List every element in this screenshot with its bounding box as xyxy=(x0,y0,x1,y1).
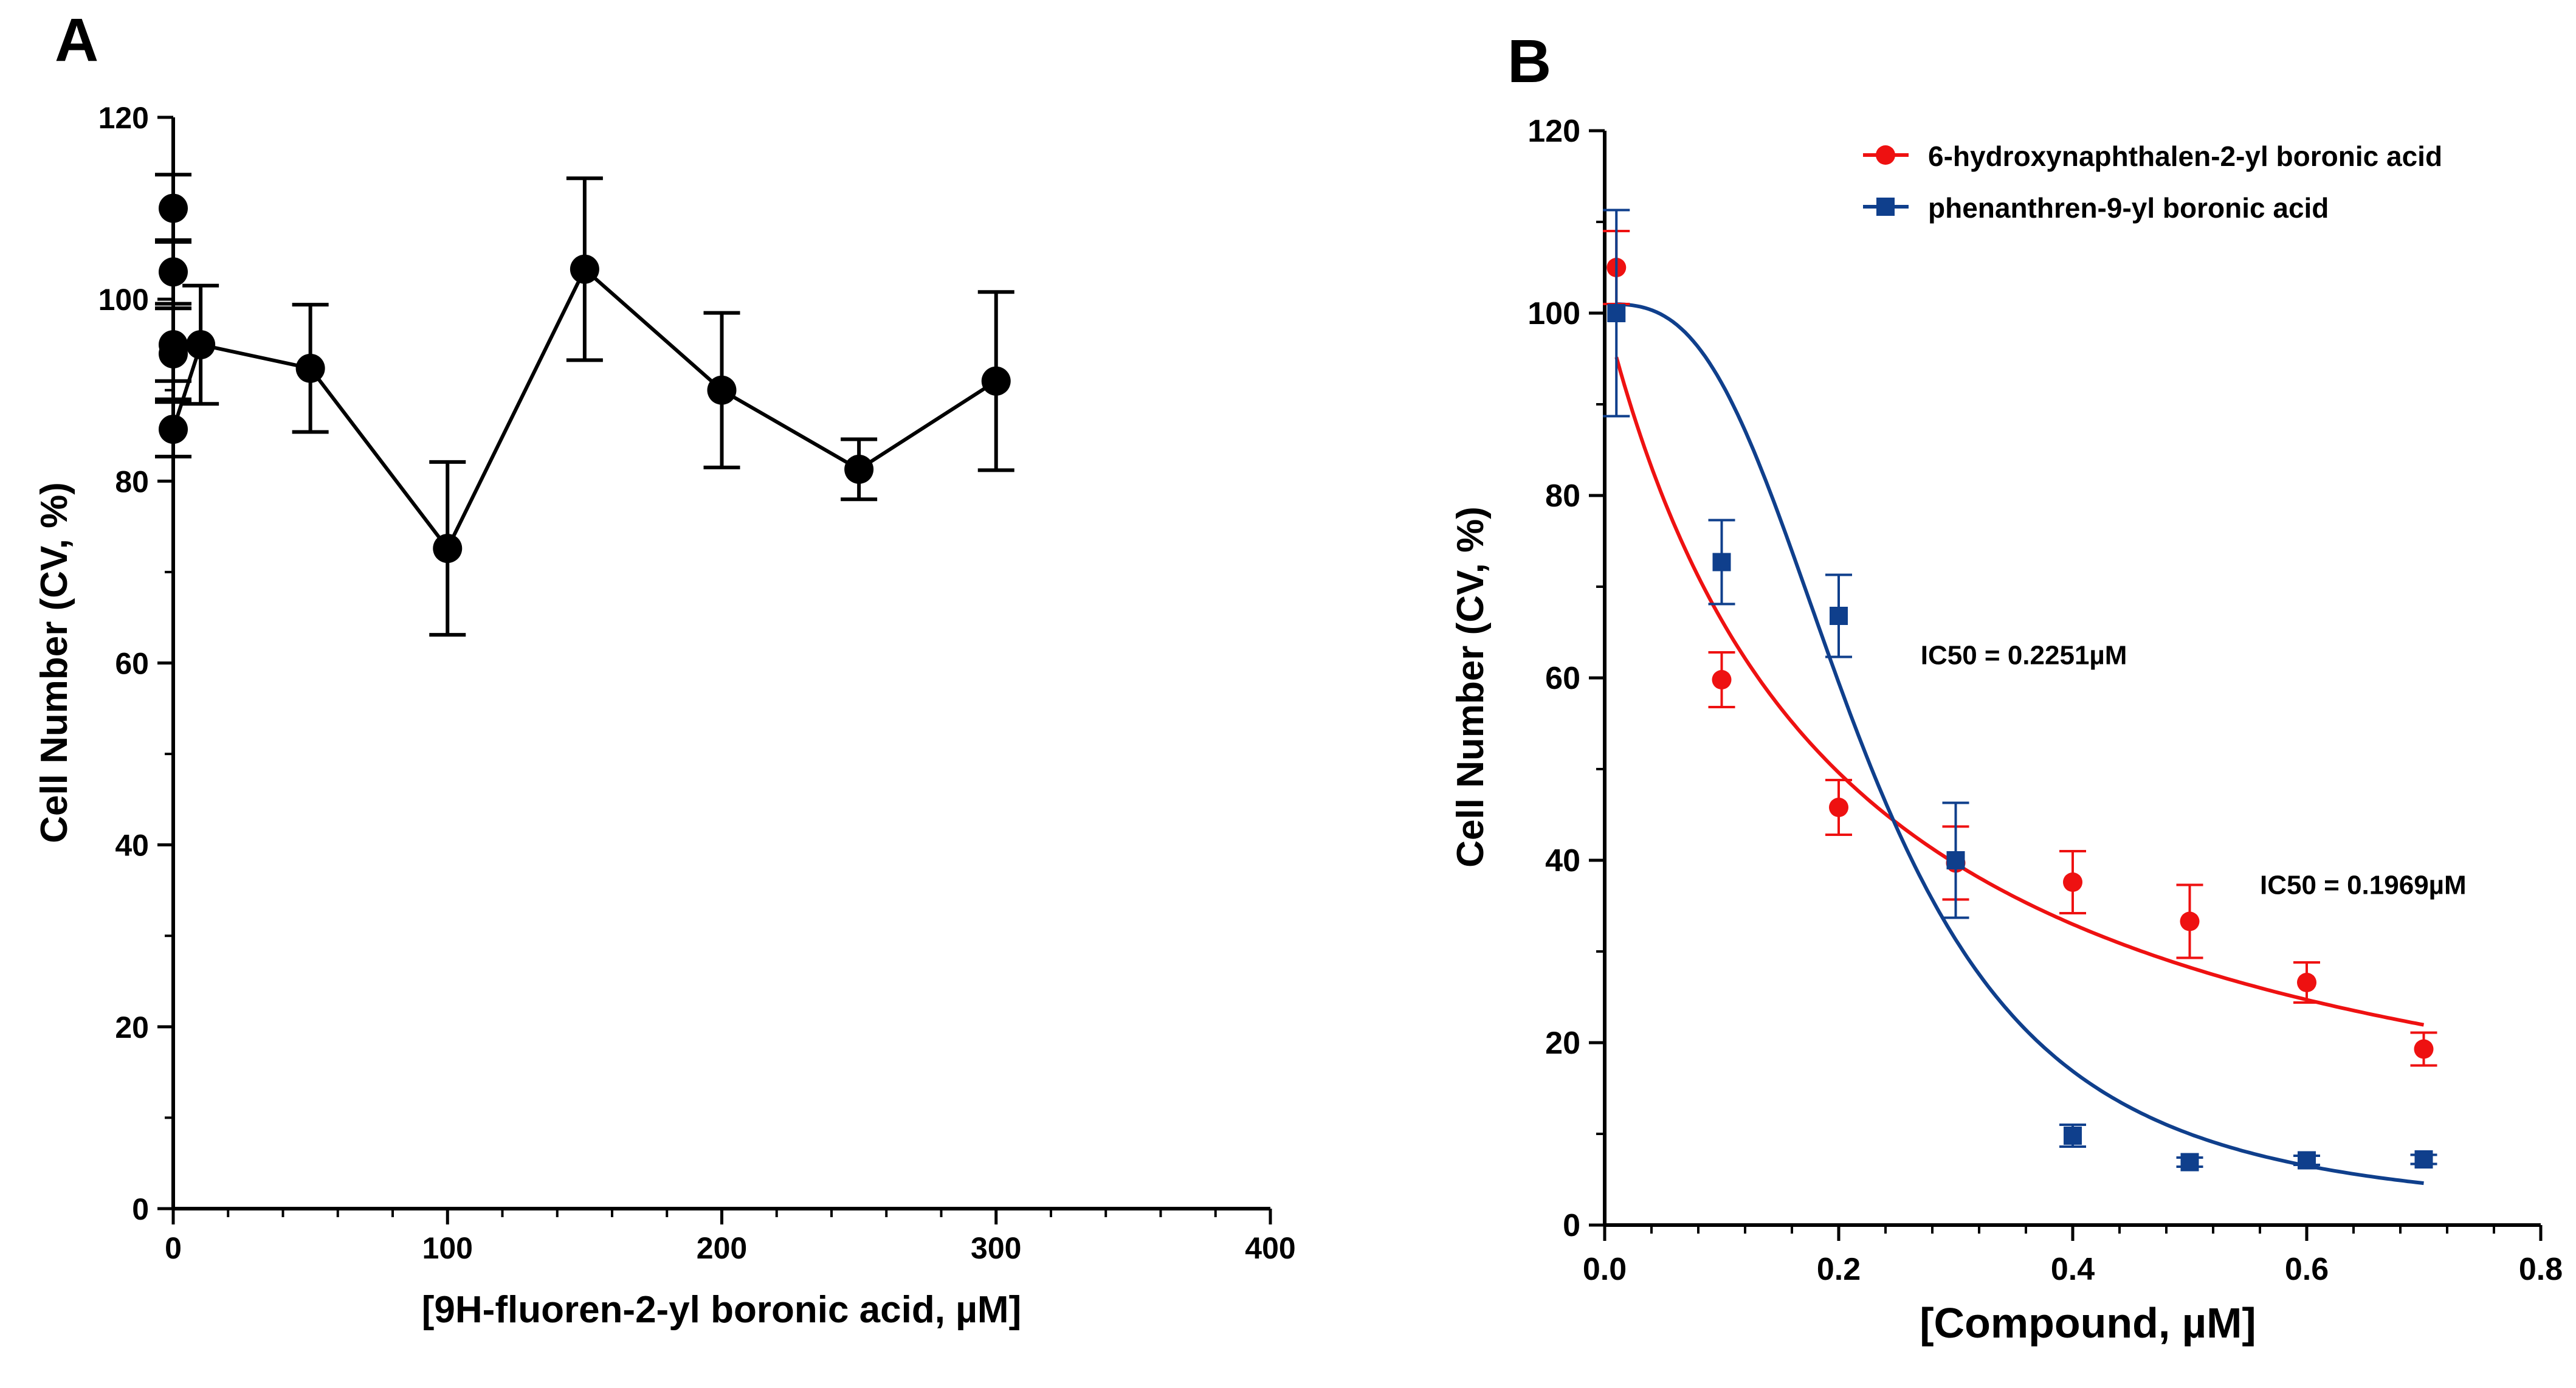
chart-a-y-tick-label: 80 xyxy=(115,464,149,499)
chart-b-x-tick-label: 0.2 xyxy=(1817,1252,1861,1287)
chart-a-x-tick-label: 100 xyxy=(422,1231,473,1265)
chart-b-annotation-ic50: IC50 = 0.2251µM xyxy=(1921,641,2127,671)
panel-a-label: A xyxy=(55,6,98,74)
chart-a-data-point xyxy=(159,257,188,287)
chart-a-data-point xyxy=(707,375,737,405)
chart-b-data-point-square xyxy=(1607,304,1626,322)
chart-a-y-tick-label: 60 xyxy=(115,647,149,681)
chart-a-x-tick-label: 200 xyxy=(697,1231,747,1265)
chart-a-data-point xyxy=(570,254,599,284)
chart-b-fit-curve-series-1 xyxy=(1614,356,2425,1027)
chart-b-data-point-square xyxy=(2414,1150,2433,1169)
legend-marker-series-2 xyxy=(1876,198,1895,216)
legend-marker-series-1 xyxy=(1876,145,1895,165)
chart-a-data-point xyxy=(981,366,1011,396)
chart-b-y-tick-label: 40 xyxy=(1545,843,1580,879)
chart-b-data-point-square xyxy=(1712,553,1731,571)
chart-b-data-point-square xyxy=(1830,607,1848,625)
chart-b-data-point xyxy=(1712,670,1732,689)
chart-a-x-tick-label: 0 xyxy=(165,1231,182,1265)
chart-a-data-point xyxy=(159,339,188,368)
chart-a-data-point xyxy=(433,534,463,564)
legend-entry-series-2: phenanthren-9-yl boronic acid xyxy=(1928,192,2329,224)
chart-b-data-point xyxy=(2297,973,2316,992)
chart-b-data-point-square xyxy=(1946,851,1965,869)
chart-a-series-line xyxy=(171,266,997,552)
chart-b-y-tick-label: 120 xyxy=(1527,114,1580,149)
chart-a-y-tick-label: 40 xyxy=(115,829,149,863)
chart-b-x-tick-label: 0.8 xyxy=(2519,1252,2563,1287)
chart-b-data-point-square xyxy=(2064,1127,2082,1145)
chart-a-data-point xyxy=(186,330,216,359)
chart-b-data-point xyxy=(2180,911,2200,931)
chart-a-data-point xyxy=(295,353,325,383)
chart-b-data-point-square xyxy=(2298,1151,2316,1170)
chart-a: 0 20 40 60 80 100 120 0 100 200 300 400 xyxy=(98,101,1296,1265)
panel-b-label: B xyxy=(1507,27,1551,95)
chart-b-x-tick-label: 0.0 xyxy=(1583,1252,1627,1287)
chart-a-y-tick-label: 100 xyxy=(98,283,149,317)
chart-a-y-tick-label: 20 xyxy=(115,1010,149,1044)
chart-b: 0 20 40 60 80 100 120 0.0 0.2 0.4 0.6 0.8 IC50 = 0.2… xyxy=(1527,114,2563,1287)
chart-a-x-tick-label: 400 xyxy=(1245,1231,1295,1265)
chart-a-y-tick-label: 0 xyxy=(132,1192,149,1226)
chart-a-ylabel: Cell Number (CV, %) xyxy=(33,482,75,843)
chart-b-y-tick-label: 100 xyxy=(1527,296,1580,331)
legend: 6-hydroxynaphthalen-2-yl boronic acid ph… xyxy=(1863,140,2442,224)
legend-entry-series-1: 6-hydroxynaphthalen-2-yl boronic acid xyxy=(1928,140,2442,172)
chart-a-data-point xyxy=(844,454,874,484)
chart-b-xlabel: [Compound, µM] xyxy=(1920,1299,2256,1347)
chart-b-data-point xyxy=(2063,872,2082,892)
chart-b-x-tick-label: 0.4 xyxy=(2051,1252,2095,1287)
chart-b-ylabel: Cell Number (CV, %) xyxy=(1450,506,1492,868)
chart-b-y-tick-label: 80 xyxy=(1545,478,1580,514)
chart-b-data-point xyxy=(2414,1039,2434,1059)
chart-a-x-tick-label: 300 xyxy=(971,1231,1021,1265)
chart-b-y-tick-label: 0 xyxy=(1563,1208,1580,1243)
chart-a-xlabel: [9H-fluoren-2-yl boronic acid, µM] xyxy=(422,1289,1021,1331)
chart-b-x-tick-label: 0.6 xyxy=(2285,1252,2329,1287)
chart-b-y-tick-label: 20 xyxy=(1545,1026,1580,1061)
chart-b-y-tick-label: 60 xyxy=(1545,661,1580,696)
chart-a-data-point xyxy=(159,193,188,223)
chart-a-y-tick-label: 120 xyxy=(98,101,149,135)
chart-b-data-point-square xyxy=(2180,1153,2199,1172)
chart-a-data-point xyxy=(159,415,188,444)
chart-b-fit-curve-series-2 xyxy=(1616,302,2424,1186)
chart-b-data-point xyxy=(1829,798,1848,817)
chart-b-annotation-ic50: IC50 = 0.1969µM xyxy=(2260,871,2467,900)
